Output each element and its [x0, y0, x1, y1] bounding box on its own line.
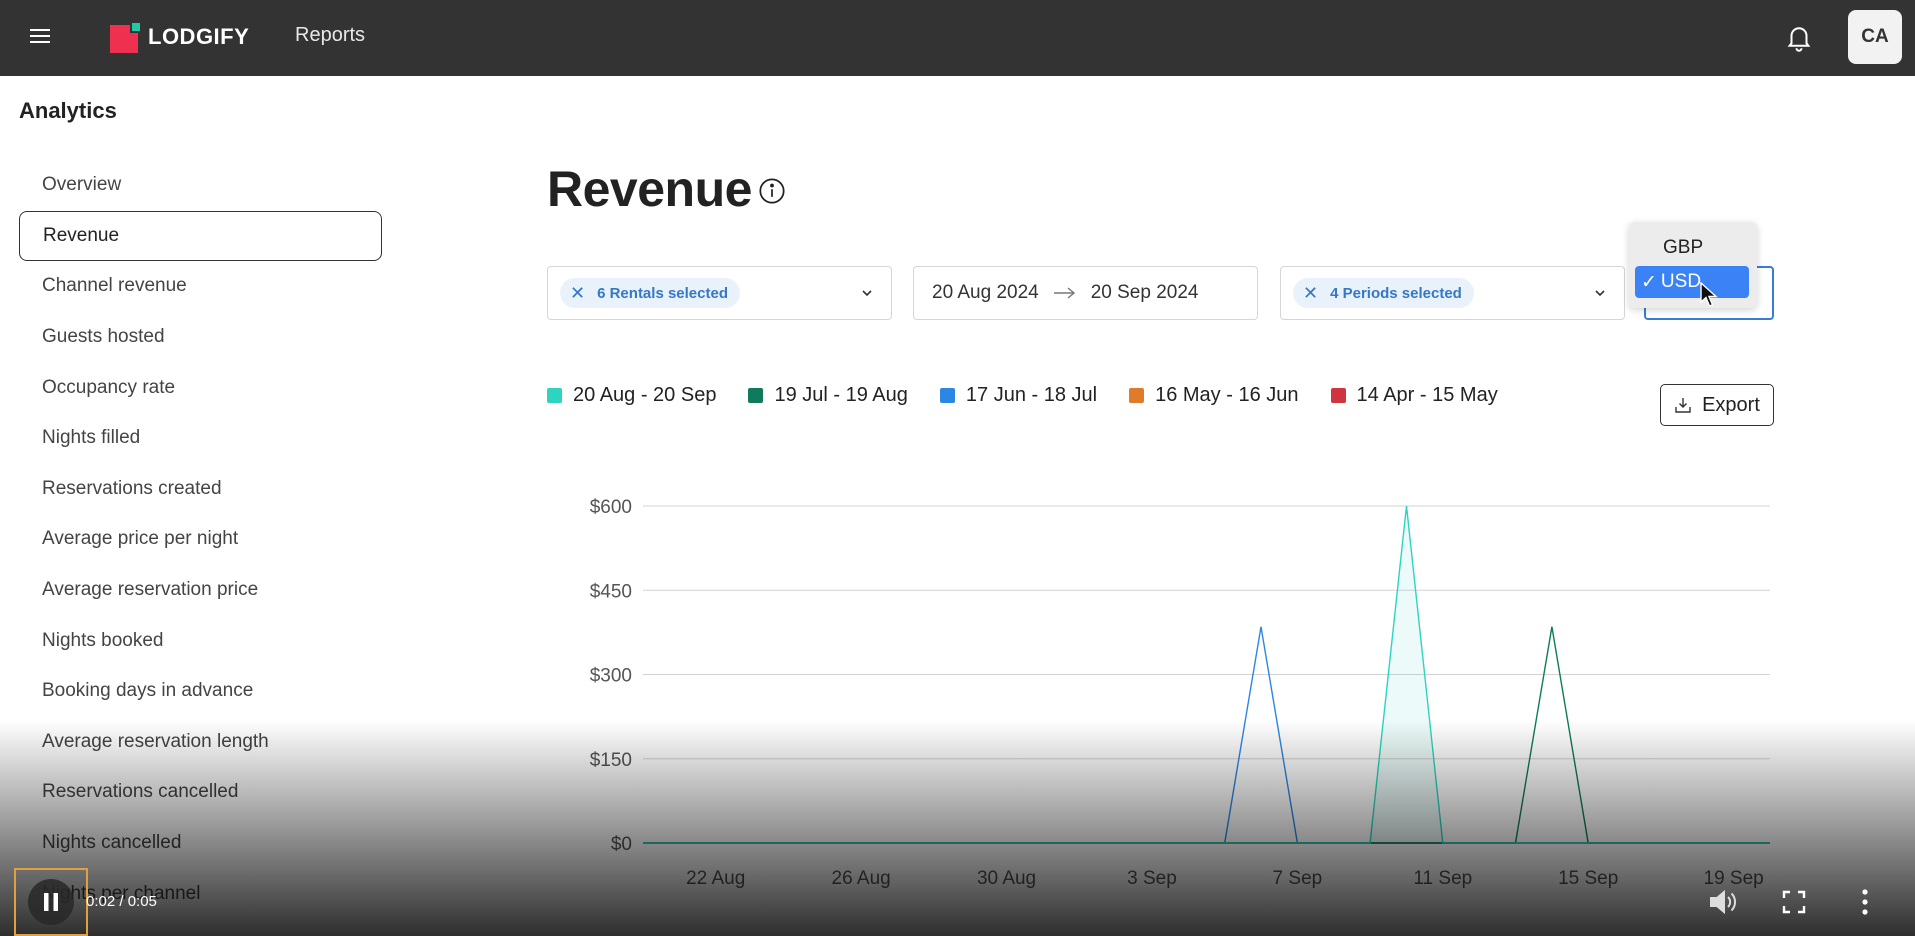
more-options-icon[interactable]	[1860, 888, 1870, 916]
legend-item[interactable]: 19 Jul - 19 Aug	[748, 384, 907, 407]
legend-label: 16 May - 16 Jun	[1155, 384, 1298, 407]
logo-mark-icon	[110, 21, 140, 53]
brand-name: LODGIFY	[148, 24, 249, 50]
sidebar-item-overview[interactable]: Overview	[19, 160, 382, 211]
sidebar-item-reservations-cancelled[interactable]: Reservations cancelled	[19, 767, 382, 818]
nav-reports[interactable]: Reports	[295, 24, 365, 47]
chevron-down-icon	[1594, 287, 1606, 299]
info-icon[interactable]	[758, 177, 786, 205]
pause-button[interactable]	[14, 868, 88, 936]
sidebar-title: Analytics	[19, 98, 117, 124]
legend-item[interactable]: 17 Jun - 18 Jul	[940, 384, 1097, 407]
top-bar: LODGIFY Reports CA	[0, 0, 1915, 76]
legend-item[interactable]: 20 Aug - 20 Sep	[547, 384, 716, 407]
arrow-right-icon	[1053, 286, 1077, 300]
periods-chip: ✕ 4 Periods selected	[1293, 278, 1474, 308]
sidebar-item-occupancy-rate[interactable]: Occupancy rate	[19, 362, 382, 413]
legend-swatch	[748, 388, 763, 403]
lodgify-logo[interactable]: LODGIFY	[110, 20, 249, 54]
sidebar-item-revenue[interactable]: Revenue	[19, 211, 382, 262]
sidebar-item-reservations-created[interactable]: Reservations created	[19, 464, 382, 515]
sidebar-item-nights-cancelled[interactable]: Nights cancelled	[19, 818, 382, 869]
check-icon: ✓	[1641, 271, 1657, 294]
y-tick-label: $0	[611, 834, 632, 855]
sidebar-item-nights-booked[interactable]: Nights booked	[19, 615, 382, 666]
export-label: Export	[1702, 394, 1760, 417]
legend-label: 17 Jun - 18 Jul	[966, 384, 1097, 407]
fullscreen-icon[interactable]	[1782, 890, 1806, 914]
legend-swatch	[940, 388, 955, 403]
currency-option-usd-label: USD	[1661, 271, 1701, 293]
volume-icon[interactable]	[1708, 888, 1738, 916]
mouse-pointer-icon	[1700, 282, 1718, 308]
clear-periods-icon[interactable]: ✕	[1303, 283, 1318, 304]
legend-label: 19 Jul - 19 Aug	[774, 384, 907, 407]
avatar[interactable]: CA	[1848, 10, 1902, 64]
series-line	[643, 627, 1770, 843]
x-tick-label: 11 Sep	[1413, 868, 1472, 889]
x-tick-label: 22 Aug	[686, 868, 745, 889]
x-tick-label: 19 Sep	[1704, 868, 1764, 889]
legend-swatch	[547, 388, 562, 403]
legend-swatch	[1331, 388, 1346, 403]
pause-icon	[28, 879, 74, 925]
menu-icon[interactable]	[30, 29, 50, 45]
sidebar-item-average-price-per-night[interactable]: Average price per night	[19, 514, 382, 565]
y-tick-label: $450	[590, 581, 632, 602]
chevron-down-icon	[861, 287, 873, 299]
sidebar-item-guests-hosted[interactable]: Guests hosted	[19, 312, 382, 363]
chart-legend: 20 Aug - 20 Sep 19 Jul - 19 Aug 17 Jun -…	[547, 384, 1530, 407]
sidebar: Analytics Overview Revenue Channel reven…	[0, 76, 400, 936]
video-time: 0:02 / 0:05	[86, 893, 157, 910]
x-tick-label: 26 Aug	[832, 868, 891, 889]
y-tick-label: $150	[590, 750, 632, 771]
download-icon	[1674, 396, 1692, 414]
sidebar-item-average-reservation-price[interactable]: Average reservation price	[19, 565, 382, 616]
sidebar-list: Overview Revenue Channel revenue Guests …	[19, 160, 382, 919]
legend-item[interactable]: 14 Apr - 15 May	[1331, 384, 1498, 407]
legend-label: 14 Apr - 15 May	[1357, 384, 1498, 407]
periods-chip-label: 4 Periods selected	[1330, 285, 1462, 302]
date-from: 20 Aug 2024	[932, 282, 1039, 304]
page-title: Revenue	[547, 160, 752, 218]
rentals-chip: ✕ 6 Rentals selected	[560, 278, 740, 308]
sidebar-item-average-reservation-length[interactable]: Average reservation length	[19, 717, 382, 768]
legend-label: 20 Aug - 20 Sep	[573, 384, 716, 407]
y-tick-label: $300	[590, 666, 632, 687]
periods-filter[interactable]: ✕ 4 Periods selected	[1280, 266, 1625, 320]
date-range-picker[interactable]: 20 Aug 2024 20 Sep 2024	[913, 266, 1258, 320]
series-line	[643, 627, 1770, 843]
export-button[interactable]: Export	[1660, 384, 1774, 426]
sidebar-item-booking-days-in-advance[interactable]: Booking days in advance	[19, 666, 382, 717]
legend-item[interactable]: 16 May - 16 Jun	[1129, 384, 1298, 407]
currency-option-gbp[interactable]: GBP	[1635, 232, 1749, 264]
bell-icon[interactable]	[1784, 22, 1814, 52]
x-tick-label: 30 Aug	[977, 868, 1036, 889]
sidebar-item-nights-filled[interactable]: Nights filled	[19, 413, 382, 464]
rentals-filter[interactable]: ✕ 6 Rentals selected	[547, 266, 892, 320]
legend-swatch	[1129, 388, 1144, 403]
date-to: 20 Sep 2024	[1091, 282, 1199, 304]
x-tick-label: 3 Sep	[1127, 868, 1177, 889]
revenue-chart: $0 $150 $300 $450 $600 22 Aug 26 Aug 30 Aug 3 Se…	[540, 470, 1790, 890]
currency-dropdown: GBP ✓ USD	[1629, 222, 1757, 308]
y-tick-label: $600	[590, 497, 632, 518]
x-tick-label: 7 Sep	[1273, 868, 1323, 889]
currency-option-usd[interactable]: ✓ USD	[1635, 266, 1749, 298]
x-tick-label: 15 Sep	[1558, 868, 1618, 889]
clear-rentals-icon[interactable]: ✕	[570, 283, 585, 304]
rentals-chip-label: 6 Rentals selected	[597, 285, 728, 302]
sidebar-item-channel-revenue[interactable]: Channel revenue	[19, 261, 382, 312]
